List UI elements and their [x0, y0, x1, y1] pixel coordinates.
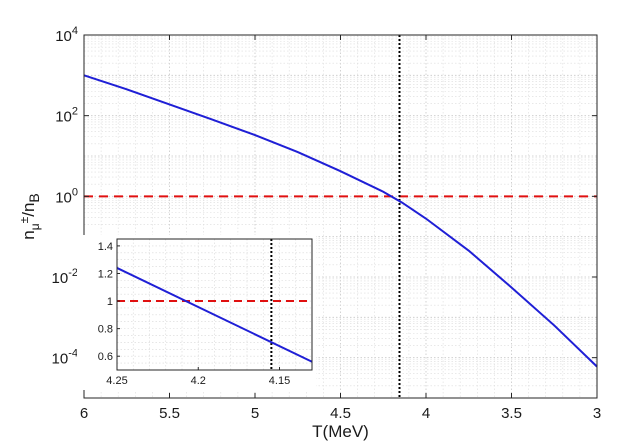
x-tick-label: 3 [593, 405, 601, 422]
y-axis-label: nμ±/nB [17, 193, 42, 240]
inset-x-tick-label: 4.25 [106, 375, 127, 387]
y-tick-label: 10-4 [52, 348, 78, 368]
x-tick-label: 5 [251, 405, 259, 422]
inset-y-tick-label: 1.2 [98, 268, 113, 280]
inset-x-tick-label: 4.15 [269, 375, 290, 387]
y-label-subscript-2: B [26, 193, 42, 202]
y-tick-label: 10-2 [52, 267, 78, 287]
inset-reference-lines [117, 239, 312, 370]
y-tick-label: 100 [55, 186, 78, 206]
x-tick-label: 3.5 [501, 405, 522, 422]
inset-chart: 4.25 4.2 4.15 0.6 0.8 1 1.2 1.4 [77, 235, 316, 390]
y-label-superscript: ± [17, 216, 31, 223]
inset-frame-box [116, 238, 313, 371]
inset-tick-labels: 4.25 4.2 4.15 0.6 0.8 1 1.2 1.4 [98, 241, 291, 387]
inset-y-tick-label: 1 [107, 296, 113, 308]
y-label-separator: /n [19, 203, 38, 217]
inset-series-line-0 [116, 267, 313, 363]
series-line-0 [83, 74, 598, 368]
inset-x-tick-label: 4.2 [191, 375, 206, 387]
main-reference-lines [84, 35, 597, 398]
main-series [83, 74, 598, 368]
y-label-subscript-1: μ [28, 223, 42, 230]
inset-series [116, 267, 313, 363]
inset-background [77, 235, 316, 390]
x-tick-label: 6 [80, 405, 88, 422]
main-tick-labels: 6 5.5 5 4.5 4 3.5 3 10-4 10-2 100 102 104 [52, 25, 602, 422]
x-axis-label: T(MeV) [312, 422, 369, 441]
inset-frame [116, 238, 313, 371]
y-label-base: n [19, 230, 38, 239]
x-tick-label: 5.5 [159, 405, 180, 422]
y-tick-label: 104 [55, 25, 78, 45]
inset-y-tick-label: 0.6 [98, 351, 113, 363]
inset-y-tick-label: 0.8 [98, 324, 113, 336]
x-tick-label: 4.5 [330, 405, 351, 422]
x-tick-label: 4 [422, 405, 430, 422]
y-tick-label: 102 [55, 106, 78, 126]
inset-y-tick-label: 1.4 [98, 241, 113, 253]
